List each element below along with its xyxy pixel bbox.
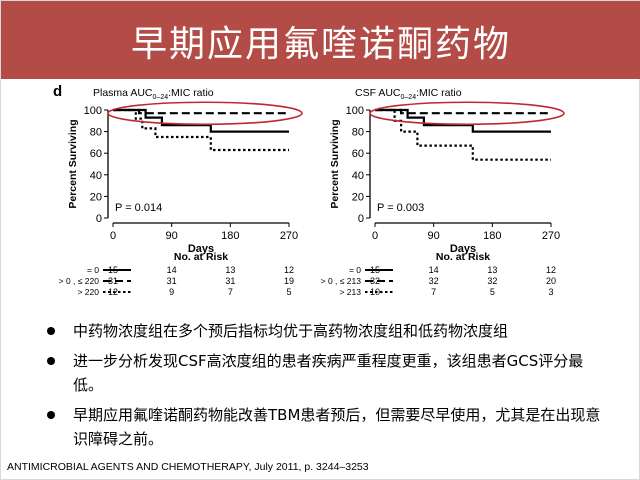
p-value-label: P = 0.014 bbox=[115, 202, 162, 214]
risk-count: 19 bbox=[284, 276, 294, 286]
panel-title-1: CSF AUC0–24:MIC ratio bbox=[355, 87, 462, 101]
risk-count: 5 bbox=[286, 287, 291, 297]
survival-curve-solid bbox=[375, 108, 551, 133]
risk-count: 5 bbox=[490, 287, 495, 297]
panel-title-0: Plasma AUC0–24:MIC ratio bbox=[93, 87, 214, 101]
risk-count: 13 bbox=[487, 265, 497, 275]
y-tick-label: 60 bbox=[352, 148, 364, 160]
survival-curve-solid bbox=[113, 108, 289, 133]
bullet-dot-icon bbox=[47, 411, 55, 419]
risk-count: 15 bbox=[108, 265, 118, 275]
y-tick-label: 0 bbox=[96, 213, 102, 225]
risk-count: 32 bbox=[370, 276, 380, 286]
highlight-ellipse bbox=[107, 101, 303, 126]
y-tick-label: 20 bbox=[352, 191, 364, 203]
bullet-text: 中药物浓度组在多个预后指标均优于高药物浓度组和低药物浓度组 bbox=[73, 322, 509, 340]
risk-count: 32 bbox=[487, 276, 497, 286]
x-tick-label: 180 bbox=[221, 230, 239, 242]
risk-count: 12 bbox=[108, 287, 118, 297]
title-bar: 早期应用氟喹诺酮药物 bbox=[1, 1, 640, 79]
survival-curve-dotted bbox=[375, 108, 551, 161]
risk-count: 32 bbox=[429, 276, 439, 286]
risk-count: 10 bbox=[370, 287, 380, 297]
risk-count: 31 bbox=[108, 276, 118, 286]
risk-group-label: > 0 , ≤ 220 bbox=[59, 276, 100, 286]
bullet-item: 早期应用氟喹诺酮药物能改善TBM患者预后，但需要尽早使用，尤其是在出现意识障碍之… bbox=[41, 403, 611, 451]
risk-count: 7 bbox=[431, 287, 436, 297]
risk-count: 20 bbox=[546, 276, 556, 286]
bullet-text: 进一步分析发现CSF高浓度组的患者疾病严重程度更重，该组患者GCS评分最低。 bbox=[73, 352, 584, 394]
y-tick-label: 40 bbox=[352, 170, 364, 182]
x-tick-label: 0 bbox=[372, 230, 378, 242]
citation: ANTIMICROBIAL AGENTS AND CHEMOTHERAPY, J… bbox=[7, 461, 369, 473]
x-tick-label: 270 bbox=[280, 230, 298, 242]
y-tick-label: 80 bbox=[352, 127, 364, 139]
y-tick-label: 100 bbox=[346, 105, 364, 117]
bullet-dot-icon bbox=[47, 327, 55, 335]
p-value-label: P = 0.003 bbox=[377, 202, 424, 214]
y-tick-label: 60 bbox=[90, 148, 102, 160]
y-tick-label: 20 bbox=[90, 191, 102, 203]
y-axis-label: Percent Surviving bbox=[67, 119, 79, 208]
slide-title: 早期应用氟喹诺酮药物 bbox=[130, 24, 511, 65]
highlight-ellipse bbox=[369, 101, 565, 126]
x-tick-label: 90 bbox=[166, 230, 178, 242]
risk-count: 31 bbox=[225, 276, 235, 286]
risk-table-title: No. at Risk bbox=[436, 251, 490, 263]
bullet-dot-icon bbox=[47, 357, 55, 365]
survival-curve-dotted bbox=[113, 108, 289, 152]
bullet-text: 早期应用氟喹诺酮药物能改善TBM患者预后，但需要尽早使用，尤其是在出现意识障碍之… bbox=[73, 406, 601, 448]
risk-table-title: No. at Risk bbox=[174, 251, 228, 263]
risk-count: 7 bbox=[228, 287, 233, 297]
risk-count: 12 bbox=[546, 265, 556, 275]
x-tick-label: 0 bbox=[110, 230, 116, 242]
risk-group-label: > 213 bbox=[339, 287, 361, 297]
risk-count: 31 bbox=[167, 276, 177, 286]
x-axis-label: Days bbox=[188, 243, 214, 255]
bullet-item: 进一步分析发现CSF高浓度组的患者疾病严重程度更重，该组患者GCS评分最低。 bbox=[41, 349, 611, 397]
risk-count: 13 bbox=[225, 265, 235, 275]
risk-count: 15 bbox=[370, 265, 380, 275]
risk-count: 14 bbox=[167, 265, 177, 275]
risk-group-label: > 0 , ≤ 213 bbox=[321, 276, 362, 286]
x-tick-label: 180 bbox=[483, 230, 501, 242]
x-tick-label: 90 bbox=[428, 230, 440, 242]
risk-count: 3 bbox=[548, 287, 553, 297]
survival-curve-dashed bbox=[375, 108, 551, 115]
bullet-item: 中药物浓度组在多个预后指标均优于高药物浓度组和低药物浓度组 bbox=[41, 319, 611, 343]
y-tick-label: 40 bbox=[90, 170, 102, 182]
risk-group-label: > 220 bbox=[77, 287, 99, 297]
y-tick-label: 0 bbox=[358, 213, 364, 225]
figure-area: Plasma AUC0–24:MIC ratio 0 20 40 60 80 100 0 90 1… bbox=[41, 81, 601, 311]
risk-count: 14 bbox=[429, 265, 439, 275]
x-tick-label: 270 bbox=[542, 230, 560, 242]
risk-group-label: = 0 bbox=[349, 265, 361, 275]
y-tick-label: 80 bbox=[90, 127, 102, 139]
y-axis-label: Percent Surviving bbox=[329, 119, 341, 208]
risk-count: 12 bbox=[284, 265, 294, 275]
survival-curve-dashed bbox=[113, 108, 289, 115]
risk-group-label: = 0 bbox=[87, 265, 99, 275]
risk-count: 9 bbox=[169, 287, 174, 297]
x-axis-label: Days bbox=[450, 243, 476, 255]
panel-letter: d bbox=[53, 83, 63, 100]
y-tick-label: 100 bbox=[84, 105, 102, 117]
bullet-list: 中药物浓度组在多个预后指标均优于高药物浓度组和低药物浓度组 进一步分析发现CSF… bbox=[41, 319, 611, 457]
